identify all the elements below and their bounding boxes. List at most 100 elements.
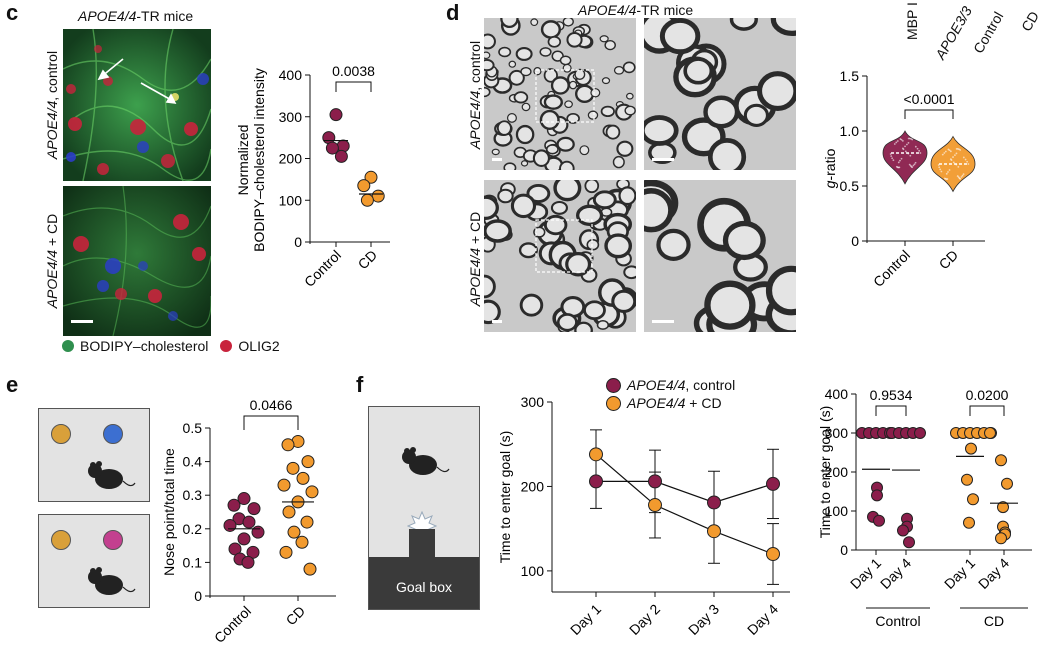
y-tick-label: 1.0 — [840, 123, 860, 139]
chart-c-bodipy: 0 100 200 300 400 Control CD 0.0038 Normalized BO… — [235, 63, 390, 290]
em-axon — [656, 228, 691, 261]
violin-point — [962, 173, 965, 176]
data-point — [329, 108, 343, 122]
violin-point — [949, 158, 952, 161]
em-axon — [532, 149, 550, 167]
violin-point — [941, 153, 944, 156]
panel-c-title-rest: -TR mice — [136, 8, 194, 24]
em-axon — [604, 39, 616, 51]
pvalue-e-bracket — [243, 415, 299, 430]
panel-e-arena-familiar — [38, 408, 150, 502]
chart-f-line: 100 200 300 Day 1 Day 2 Day 3 Day 4 Time to ent… — [497, 396, 790, 638]
pvalue-f-cd-pvalue: 0.0200 — [966, 387, 1009, 403]
violin-point — [956, 175, 959, 177]
y-tick-label: 0.2 — [183, 521, 203, 537]
em-axon — [562, 18, 574, 27]
y-axis-label: Time to enter goal (s) — [817, 406, 833, 539]
y-tick-label: 100 — [279, 192, 303, 208]
violin-point — [911, 166, 914, 169]
violin-point — [945, 172, 948, 175]
x-label-day: Day 4 — [975, 555, 1012, 592]
em-axon — [765, 265, 796, 316]
maze-mouse-icon — [402, 447, 450, 475]
violin-point — [964, 158, 967, 161]
panel-d-corner-labels: MBP I APOE3/3 Control CD — [900, 0, 1048, 62]
panel-e-letter: e — [6, 372, 19, 397]
em-axon — [586, 238, 600, 251]
em-axon — [626, 92, 634, 100]
em-axon — [556, 136, 575, 152]
em-axon — [574, 321, 593, 332]
em-axon — [521, 102, 531, 112]
x-label-cd: CD — [935, 247, 961, 273]
data-point — [300, 515, 314, 529]
pvalue-d-pvalue: <0.0001 — [904, 91, 955, 107]
em-axon — [506, 113, 517, 123]
em-axon — [497, 188, 514, 204]
mouse-icon-2 — [88, 567, 136, 595]
em-axon — [575, 204, 604, 227]
corner-label-control: Control — [970, 8, 1007, 56]
violin-point — [901, 139, 904, 142]
violin-point — [912, 164, 915, 167]
em-axon — [503, 162, 517, 170]
em-axon — [616, 140, 634, 157]
violin-point — [904, 150, 907, 153]
panel-d-row1-rest: , control — [467, 40, 483, 91]
data-point — [286, 461, 300, 475]
panel-d-row2-label: APOE4/4 + CD — [467, 199, 485, 319]
data-point — [965, 442, 977, 455]
violin-point — [908, 163, 911, 166]
em-axon — [500, 18, 519, 29]
data-point — [648, 498, 662, 513]
violin-point — [913, 163, 916, 166]
y-axis-label: g-ratio — [822, 148, 838, 188]
em-axon — [543, 68, 558, 83]
em-axon — [553, 180, 582, 202]
em-axon — [484, 299, 501, 325]
legend-cd-dot — [606, 395, 621, 411]
data-point — [357, 179, 371, 193]
y-tick-label: 400 — [825, 386, 849, 402]
em-axon — [601, 77, 611, 85]
chart-e-nose: 0 0.1 0.2 0.3 0.4 0.5 0.0466 Nose point/total t… — [161, 397, 336, 646]
data-point — [997, 501, 1009, 514]
x-label-day: Day 4 — [877, 555, 914, 592]
data-point — [303, 562, 317, 576]
violin-point — [918, 149, 921, 152]
goal-box-entrance — [409, 529, 435, 559]
data-point — [1001, 477, 1013, 490]
violin-point — [914, 161, 917, 164]
em-axon — [508, 69, 525, 86]
y-tick-label: 0 — [851, 233, 859, 249]
data-point — [707, 495, 721, 510]
em-axon — [644, 115, 679, 146]
violin-point — [955, 148, 958, 150]
em-axon — [618, 186, 636, 206]
em-axon — [707, 138, 747, 170]
violin-point — [955, 152, 958, 155]
pvalue-c-bracket — [335, 81, 372, 92]
em-axon — [704, 280, 756, 330]
em-axon — [533, 67, 542, 76]
y-tick-label: 1.5 — [840, 68, 860, 84]
pvalue-d-bracket — [904, 109, 954, 119]
data-point — [282, 505, 296, 519]
em-scale-bar — [652, 320, 674, 323]
data-point — [995, 454, 1007, 467]
data-point — [961, 473, 973, 486]
em-zoom-box — [535, 219, 593, 273]
violin-point — [948, 169, 951, 171]
violin-point — [899, 159, 901, 162]
panel-c-row2-rest: + CD — [44, 213, 60, 250]
em-axon — [584, 180, 600, 194]
em-axon — [550, 76, 570, 95]
em-axon — [604, 233, 633, 259]
y-axis-label-line2: BODIPY–cholesterol intensity — [251, 68, 267, 252]
violin-point — [909, 154, 912, 157]
panel-d-title-genotype: APOE4/4 — [578, 2, 637, 18]
legend-olig2-dot — [220, 340, 233, 352]
data-point — [295, 535, 309, 549]
violin-point — [961, 174, 964, 177]
panel-c-row1-label: APOE4/4, control — [44, 45, 62, 165]
